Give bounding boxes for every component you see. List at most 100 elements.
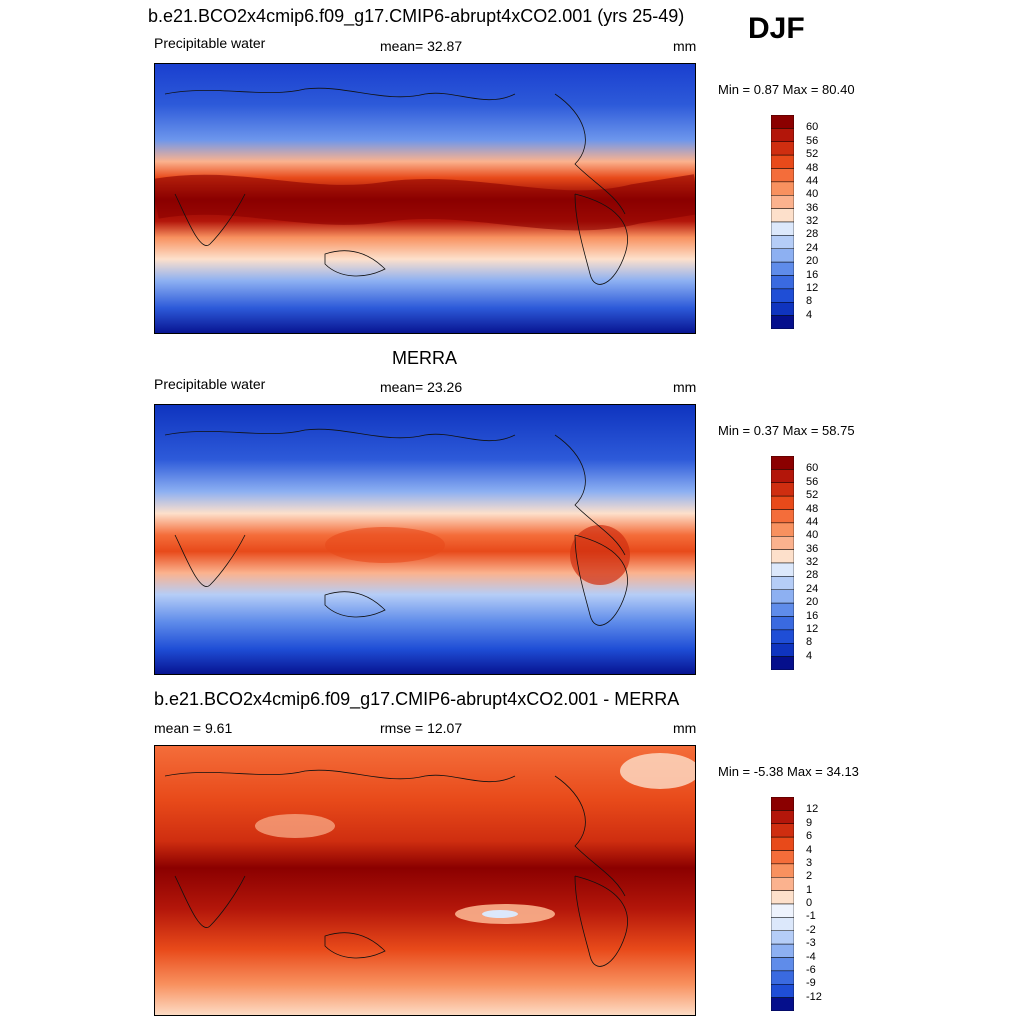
colorbar-swatch xyxy=(771,261,794,276)
colorbar-swatch xyxy=(771,863,794,878)
colorbar-tick-label: 48 xyxy=(806,161,819,174)
colorbar-swatch xyxy=(771,850,794,865)
colorbar-swatch xyxy=(771,930,794,945)
colorbar-swatch xyxy=(771,903,794,918)
colorbar-tick-label: 8 xyxy=(806,295,813,308)
colorbar-swatch xyxy=(771,984,794,998)
colorbar-tick-label: 2 xyxy=(806,870,813,883)
panel-1-map xyxy=(154,63,696,334)
colorbar-tick-label: 12 xyxy=(806,803,819,816)
colorbar-swatch xyxy=(771,823,794,838)
colorbar-tick-label: 12 xyxy=(806,281,819,294)
panel-3-units: mm xyxy=(673,720,697,736)
colorbar-tick-label: 6 xyxy=(806,830,813,843)
colorbar-tick-label: 32 xyxy=(806,556,819,568)
colorbar-tick-label: 44 xyxy=(806,174,819,187)
colorbar-swatch xyxy=(771,315,794,329)
colorbar-tick-label: 28 xyxy=(806,228,819,241)
colorbar-tick-label: 40 xyxy=(806,188,819,201)
panel-2-map xyxy=(154,404,696,675)
colorbar-tick-label: 44 xyxy=(806,515,819,528)
colorbar-tick-label: 60 xyxy=(806,121,819,134)
colorbar-swatch xyxy=(771,602,794,617)
colorbar-tick-label: 12 xyxy=(806,622,819,635)
colorbar-swatch xyxy=(771,656,794,670)
panel-3-colorbar xyxy=(771,797,794,1011)
season-label: DJF xyxy=(748,12,805,45)
colorbar-swatch xyxy=(771,195,794,209)
colorbar-tick-label: -3 xyxy=(806,937,816,950)
colorbar-swatch xyxy=(771,208,794,223)
colorbar-swatch xyxy=(771,221,794,236)
colorbar-tick-label: 3 xyxy=(806,856,813,869)
colorbar-swatch xyxy=(771,128,794,142)
panel-1-title: b.e21.BCO2x4cmip6.f09_g17.CMIP6-abrupt4x… xyxy=(148,6,685,26)
colorbar-swatch xyxy=(771,235,794,249)
colorbar-tick-label: -4 xyxy=(806,950,816,963)
colorbar-tick-label: 20 xyxy=(806,255,819,268)
panel-2-units: mm xyxy=(673,379,697,395)
colorbar-tick-label: 52 xyxy=(806,148,819,161)
colorbar-swatch xyxy=(771,643,794,657)
colorbar-swatch xyxy=(771,509,794,524)
colorbar-tick-label: 32 xyxy=(806,215,819,227)
panel-1-colorbar xyxy=(771,115,794,329)
colorbar-swatch xyxy=(771,877,794,891)
colorbar-swatch xyxy=(771,482,794,497)
panel-2-mean: mean= 23.26 xyxy=(380,379,463,395)
colorbar-tick-label: 36 xyxy=(806,201,819,214)
panel-1-minmax: Min = 0.87 Max = 80.40 xyxy=(718,82,855,97)
colorbar-tick-label: 24 xyxy=(806,582,819,595)
colorbar-swatch xyxy=(771,495,794,510)
colorbar-swatch xyxy=(771,797,794,811)
colorbar-swatch xyxy=(771,168,794,183)
colorbar-tick-label: 16 xyxy=(806,609,819,622)
panel-3-rmse: rmse = 12.07 xyxy=(380,720,463,736)
panel-3-map xyxy=(154,745,696,1016)
colorbar-swatch xyxy=(771,997,794,1011)
colorbar-swatch xyxy=(771,917,794,931)
colorbar-swatch xyxy=(771,943,794,958)
colorbar-tick-label: 20 xyxy=(806,596,819,609)
colorbar-swatch xyxy=(771,275,794,290)
colorbar-tick-label: 28 xyxy=(806,569,819,582)
colorbar-swatch xyxy=(771,141,794,156)
colorbar-tick-label: 52 xyxy=(806,489,819,502)
colorbar-swatch xyxy=(771,536,794,550)
colorbar-swatch xyxy=(771,562,794,577)
colorbar-tick-label: 36 xyxy=(806,542,819,555)
colorbar-tick-label: -6 xyxy=(806,963,816,976)
colorbar-swatch xyxy=(771,629,794,644)
colorbar-swatch xyxy=(771,616,794,631)
colorbar-tick-label: 48 xyxy=(806,502,819,515)
colorbar-tick-label: 16 xyxy=(806,268,819,281)
colorbar-swatch xyxy=(771,115,794,129)
colorbar-swatch xyxy=(771,288,794,303)
colorbar-tick-label: -12 xyxy=(806,990,822,1003)
colorbar-swatch xyxy=(771,890,794,905)
panel-1-variable: Precipitable water xyxy=(154,35,266,51)
colorbar-tick-label: 56 xyxy=(806,475,819,488)
colorbar-tick-label: 60 xyxy=(806,462,819,475)
colorbar-tick-label: 0 xyxy=(806,897,813,909)
colorbar-swatch xyxy=(771,302,794,316)
colorbar-tick-label: 4 xyxy=(806,308,813,321)
colorbar-tick-label: 9 xyxy=(806,816,813,829)
colorbar-swatch xyxy=(771,181,794,196)
colorbar-swatch xyxy=(771,248,794,263)
panel-2-colorbar xyxy=(771,456,794,670)
colorbar-tick-label: 4 xyxy=(806,843,813,856)
colorbar-tick-label: 24 xyxy=(806,241,819,254)
colorbar-swatch xyxy=(771,836,794,851)
colorbar-tick-label: 1 xyxy=(806,883,813,896)
panel-3-mean: mean = 9.61 xyxy=(154,720,233,736)
colorbar-swatch xyxy=(771,589,794,604)
panel-2-minmax: Min = 0.37 Max = 58.75 xyxy=(718,423,855,438)
colorbar-tick-label: -1 xyxy=(806,910,816,923)
colorbar-swatch xyxy=(771,522,794,537)
colorbar-swatch xyxy=(771,970,794,985)
colorbar-swatch xyxy=(771,154,794,169)
colorbar-swatch xyxy=(771,957,794,972)
colorbar-swatch xyxy=(771,810,794,824)
colorbar-tick-label: -9 xyxy=(806,977,816,990)
